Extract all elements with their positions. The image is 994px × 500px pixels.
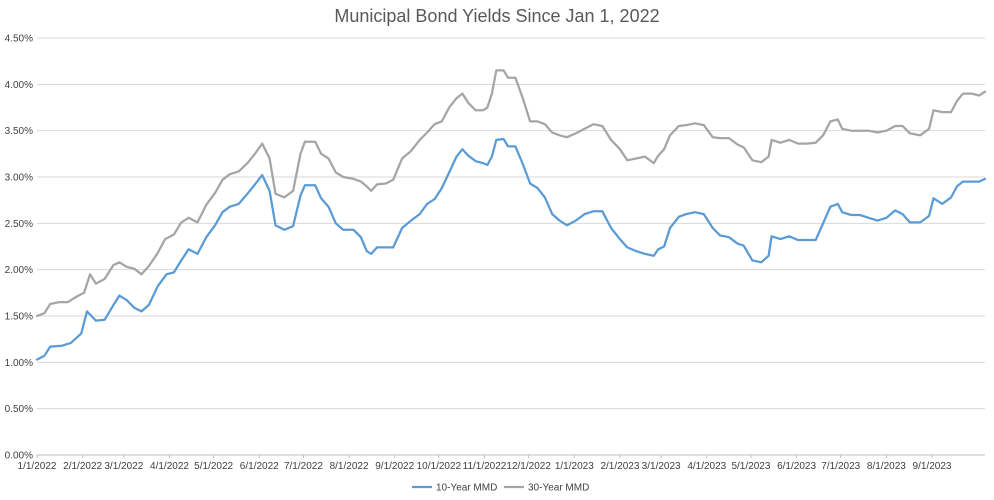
y-tick-label: 2.00%	[5, 265, 33, 276]
x-tick-label: 2/1/2023	[600, 461, 639, 472]
x-tick-label: 9/1/2022	[375, 461, 414, 472]
series-lines	[35, 69, 987, 361]
x-tick-label: 4/1/2023	[687, 461, 726, 472]
legend-label-30-year-mmd: 30-Year MMD	[528, 483, 589, 494]
y-tick-label: 3.00%	[5, 173, 33, 184]
x-tick-label: 9/1/2023	[913, 461, 952, 472]
y-tick-label: 4.50%	[5, 34, 33, 45]
x-tick-label: 11/1/2022	[463, 461, 507, 472]
y-axis-tick-labels: 0.00% 0.50% 1.00% 1.50% 2.00% 2.50% 3.00% 3.50%…	[5, 34, 33, 462]
legend-label-10-year-mmd: 10-Year MMD	[436, 483, 497, 494]
x-tick-label: 6/1/2022	[240, 461, 279, 472]
y-tick-label: 3.50%	[5, 126, 33, 137]
chart-title: Municipal Bond Yields Since Jan 1, 2022	[334, 6, 659, 26]
x-tick-label: 1/1/2022	[18, 461, 57, 472]
y-tick-label: 1.50%	[5, 312, 33, 323]
x-tick-label: 7/1/2023	[821, 461, 860, 472]
x-tick-label: 8/1/2022	[330, 461, 369, 472]
x-tick-label: 6/1/2023	[777, 461, 816, 472]
legend: 10-Year MMD 30-Year MMD	[412, 483, 589, 494]
x-tick-label: 2/1/2022	[63, 461, 102, 472]
x-tick-label: 3/1/2023	[642, 461, 681, 472]
x-tick-label: 8/1/2023	[867, 461, 906, 472]
x-tick-label: 10/1/2022	[417, 461, 462, 472]
gridlines	[37, 37, 985, 410]
y-tick-label: 0.50%	[5, 404, 33, 415]
x-tick-label: 4/1/2022	[150, 461, 189, 472]
series-line-10-year-mmd	[35, 137, 987, 361]
y-tick-label: 4.00%	[5, 80, 33, 91]
x-tick-label: 5/1/2023	[731, 461, 770, 472]
x-tick-label: 7/1/2022	[284, 461, 323, 472]
x-tick-label: 1/1/2023	[555, 461, 594, 472]
x-tick-label: 12/1/2022	[506, 461, 551, 472]
y-tick-label: 1.00%	[5, 358, 33, 369]
x-axis-tick-labels: 1/1/2022 2/1/2022 3/1/2022 4/1/2022 5/1/2022…	[18, 455, 952, 472]
x-tick-label: 5/1/2022	[194, 461, 233, 472]
x-tick-label: 3/1/2022	[104, 461, 143, 472]
y-tick-label: 0.00%	[5, 451, 33, 462]
y-tick-label: 2.50%	[5, 219, 33, 230]
series-line-30-year-mmd	[35, 69, 987, 318]
